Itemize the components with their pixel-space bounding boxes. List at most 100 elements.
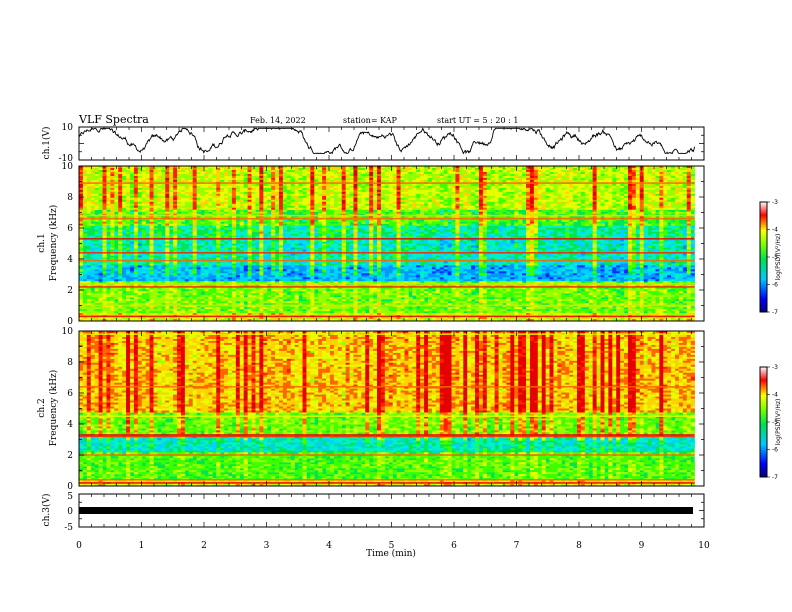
spec1-cell xyxy=(263,167,268,171)
spec1-cell xyxy=(526,173,531,177)
spec1-cell xyxy=(102,205,107,209)
spec1-cell xyxy=(314,229,319,232)
spec1-cell xyxy=(188,221,194,224)
spec1-cell xyxy=(302,183,307,187)
spec1-cell xyxy=(526,166,531,169)
spec1-cell xyxy=(686,209,691,213)
spec1-cell xyxy=(345,195,350,199)
spec1-cell xyxy=(326,223,331,226)
spec1-cell xyxy=(396,203,401,207)
spec1-cell xyxy=(153,235,158,238)
spec1-cell xyxy=(224,227,229,230)
spec1-cell xyxy=(184,185,190,189)
spec1-cell xyxy=(180,199,186,203)
spec1-cell xyxy=(208,189,213,193)
spec1-cell xyxy=(212,166,217,169)
spec1-cell xyxy=(322,166,327,169)
spec1-cell xyxy=(439,225,444,228)
spec1-cell xyxy=(522,166,527,169)
spec1-cell xyxy=(647,167,652,171)
spec1-cell xyxy=(502,179,507,183)
spec1-cell xyxy=(286,193,292,197)
spec1-cell xyxy=(271,233,276,236)
spec1-cell xyxy=(318,197,323,201)
spec1-cell xyxy=(177,185,182,189)
spec1-cell xyxy=(294,207,299,211)
spec1-cell xyxy=(318,221,323,224)
spec1-cell xyxy=(141,175,146,179)
spec1-cell xyxy=(192,187,197,191)
spec1-cell xyxy=(361,189,366,193)
spec1-cell xyxy=(145,203,150,207)
spec1-cell xyxy=(239,169,244,173)
spec1-cell xyxy=(604,227,609,230)
spec1-cell xyxy=(451,166,456,169)
spec1-cell xyxy=(145,215,150,218)
spec1-cell xyxy=(129,197,135,201)
spec1-cell xyxy=(600,209,605,213)
spec1-cell xyxy=(224,203,229,207)
spec1-cell xyxy=(216,169,221,173)
spec1-cell xyxy=(173,205,178,209)
spec1-cell xyxy=(482,195,488,199)
spec1-cell xyxy=(561,167,566,171)
spec1-cell xyxy=(592,197,597,201)
spec1-cell xyxy=(596,223,601,226)
spec1-cell xyxy=(180,219,186,222)
spec1-cell xyxy=(435,179,441,183)
spec1-cell xyxy=(608,205,613,209)
spec1-cell xyxy=(627,177,633,181)
spec1-cell xyxy=(671,167,676,171)
spec1-cell xyxy=(408,185,413,189)
spec1-cell xyxy=(659,185,664,189)
spec1-cell xyxy=(518,233,523,236)
spec1-cell xyxy=(298,233,303,236)
spec1-cell xyxy=(345,227,350,230)
spec1-cell xyxy=(141,209,146,213)
spec1-cell xyxy=(220,183,225,187)
spec1-cell xyxy=(526,211,531,214)
spec1-cell xyxy=(478,233,484,236)
spec1-cell xyxy=(337,209,343,213)
spec1-cell xyxy=(267,205,272,209)
spec1-cell xyxy=(486,205,492,209)
spec1-cell xyxy=(482,166,488,169)
spec1-cell xyxy=(635,219,641,222)
spec1-cell xyxy=(545,231,550,234)
spec1-cell xyxy=(141,219,146,222)
spec1-cell xyxy=(675,203,680,207)
spec1-cell xyxy=(506,211,511,214)
spec1-cell xyxy=(341,183,346,187)
spec1-cell xyxy=(251,215,256,218)
spec1-cell xyxy=(377,195,382,199)
spec1-cell xyxy=(126,227,131,230)
spec1-cell xyxy=(404,233,409,236)
spec1-cell xyxy=(486,233,492,236)
spec1-cell xyxy=(282,189,288,193)
spec1-cell xyxy=(290,167,295,171)
spec1-cell xyxy=(447,179,452,183)
spec1-cell xyxy=(239,199,244,203)
spec1-cell xyxy=(435,177,441,181)
spec1-cell xyxy=(137,185,143,189)
spec1-cell xyxy=(686,169,691,173)
spec1-cell xyxy=(271,205,276,209)
spec1-cell xyxy=(86,225,92,228)
spec1-cell xyxy=(627,166,633,169)
spec1-cell xyxy=(435,199,441,203)
spec1-cell xyxy=(102,233,107,236)
spec1-cell xyxy=(639,215,644,218)
spec1-cell xyxy=(86,235,92,238)
spec1-cell xyxy=(392,223,397,226)
spec1-cell xyxy=(349,201,354,205)
spec1-cell xyxy=(235,201,241,205)
spec1-cell xyxy=(282,197,288,201)
spec1-cell xyxy=(126,219,131,222)
spec1-cell xyxy=(420,207,425,211)
spec1-cell xyxy=(141,166,146,169)
spec1-cell xyxy=(137,205,143,209)
spec1-cell xyxy=(400,199,405,203)
spec1-cell xyxy=(620,207,625,211)
spec1-cell xyxy=(384,171,390,175)
spec1-cell xyxy=(82,201,88,205)
